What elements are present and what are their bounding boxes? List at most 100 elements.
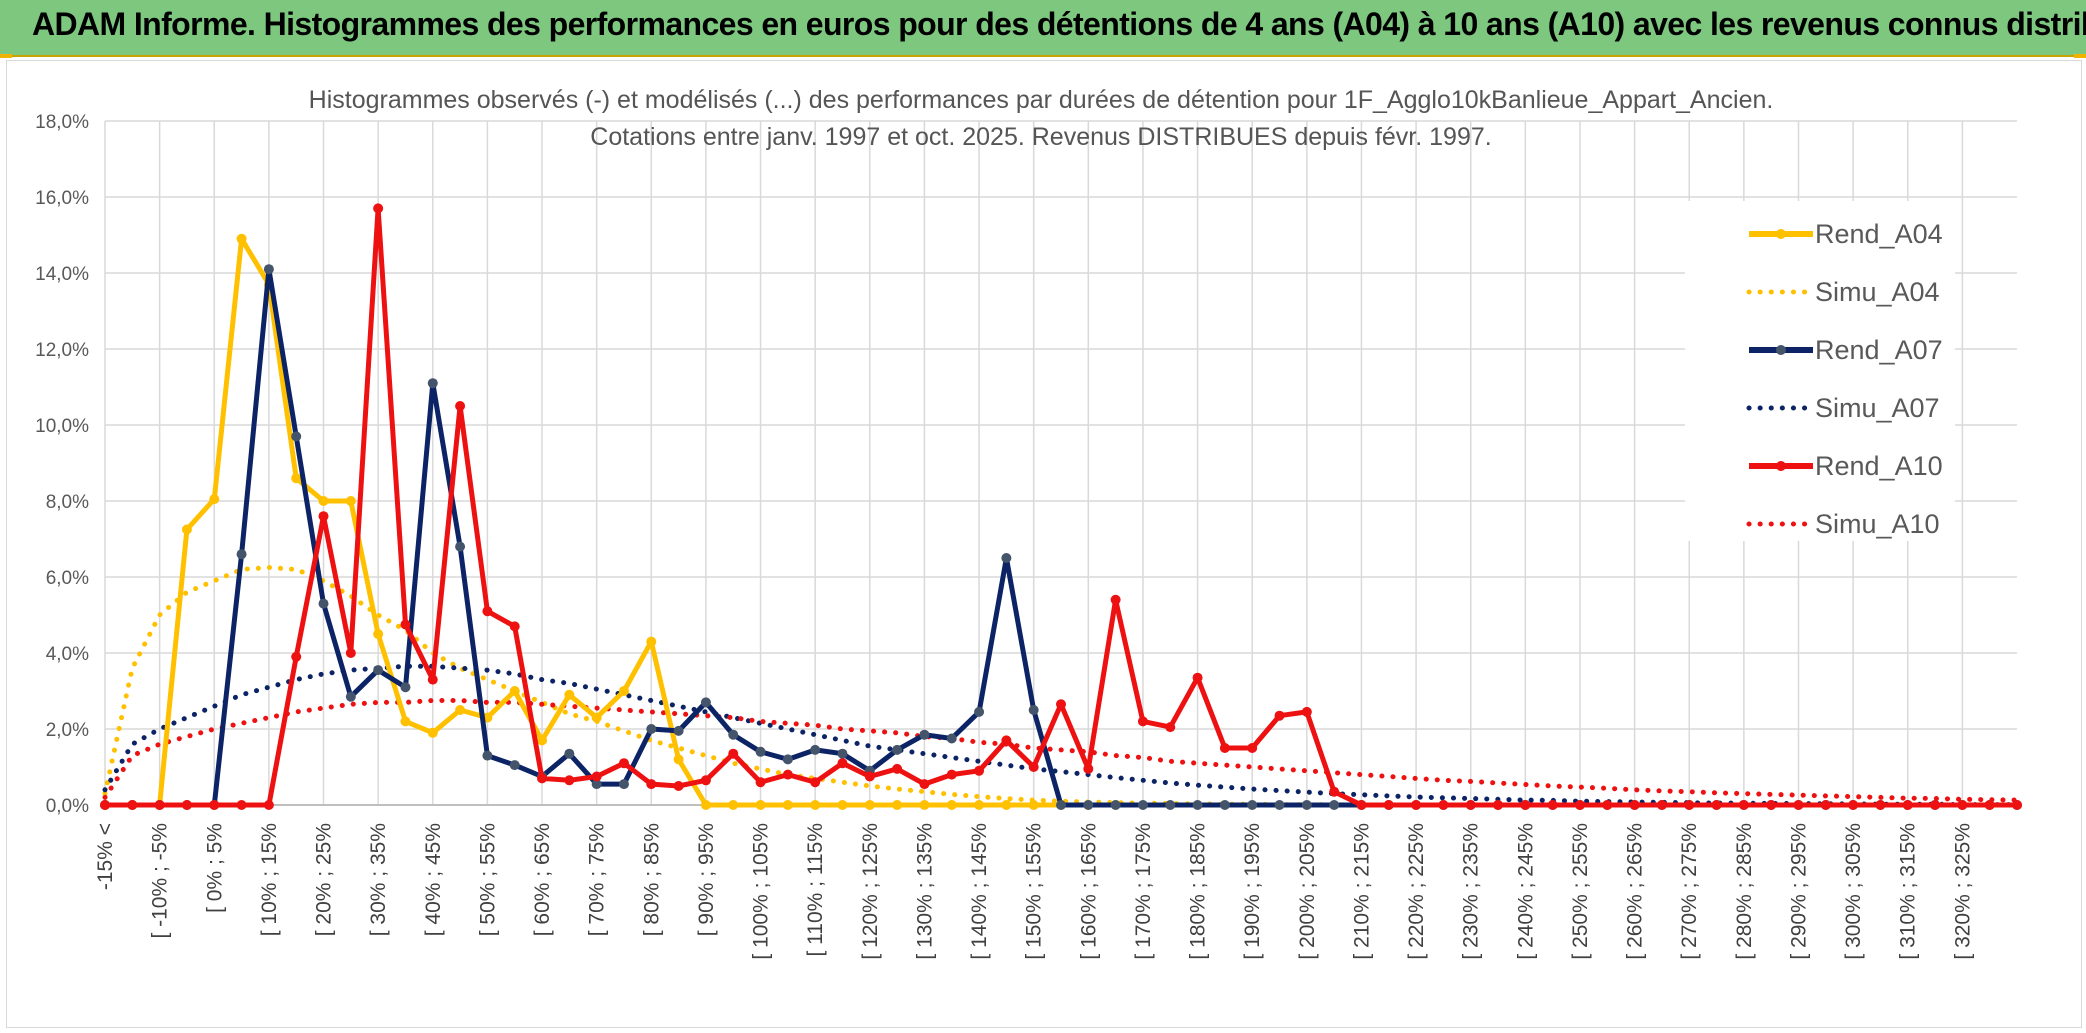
data-point [837,758,848,769]
data-point [1493,800,1504,810]
x-tick-label: [ -10% ; -5% [149,823,172,939]
data-point [455,705,466,715]
legend-label: Simu_A10 [1815,509,1940,539]
data-point [1656,800,1667,810]
data-point [345,648,356,658]
data-point [591,771,602,782]
data-point [974,765,985,776]
data-point [892,763,903,774]
data-point [919,779,930,790]
data-point [1984,800,1995,810]
x-tick-label: [ 30% ; 35% [367,823,390,936]
x-tick-label: [ 20% ; 25% [313,823,336,936]
data-point [509,686,520,696]
x-tick-label: [ 70% ; 75% [586,823,609,936]
data-point [755,777,766,788]
data-point [1247,800,1258,810]
x-tick-label: [ 110% ; 115% [804,823,827,956]
data-point [1056,800,1066,810]
chart-area: Histogrammes observés (-) et modélisés (… [6,60,2082,1028]
x-tick-label: [ 100% ; 105% [750,823,773,960]
data-point [1219,800,1230,810]
legend-label: Simu_A04 [1815,277,1940,307]
data-point [236,549,247,560]
x-tick-label: [ 160% ; 165% [1077,823,1100,960]
data-point [700,800,711,810]
data-point [1547,800,1558,810]
data-point [1902,800,1913,810]
data-point [291,651,302,662]
data-point [1001,800,1012,810]
legend-label: Rend_A07 [1815,335,1943,365]
data-point [1520,800,1531,810]
data-point [673,725,684,736]
data-point [209,800,220,810]
data-point [618,758,629,769]
chart-title: Histogrammes observés (-) et modélisés (… [309,86,1774,114]
gridlines [104,120,2017,806]
data-point [236,233,247,244]
data-point [1192,800,1203,810]
x-tick-label: [ 240% ; 245% [1514,823,1537,960]
data-point [1438,800,1449,810]
legend-marker [1776,461,1786,471]
data-point [1274,800,1285,810]
x-tick-label: [ 170% ; 175% [1132,823,1155,960]
data-point [455,541,466,552]
data-point [291,473,302,484]
data-point [810,800,821,810]
data-point [537,773,548,784]
data-point [946,800,957,810]
data-point [864,771,875,782]
data-point [782,754,793,765]
data-point [1957,800,1968,810]
legend-marker [1776,229,1786,239]
data-point [263,800,274,810]
data-point [345,691,356,702]
data-point [946,769,957,780]
data-point [154,800,165,810]
data-point [1738,800,1749,810]
data-point [1028,762,1039,772]
data-point [1383,800,1394,810]
x-tick-label: [ 180% ; 185% [1187,823,1210,960]
chart-subtitle: Cotations entre janv. 1997 et oct. 2025.… [590,123,1491,151]
data-point [919,800,930,810]
data-point [2012,800,2022,810]
legend-box [1685,201,1955,541]
corner-accent [0,54,12,58]
data-point [892,800,903,810]
title-banner: ADAM Informe. Histogrammes des performan… [0,0,2086,57]
data-point [427,674,438,685]
data-point [455,401,466,411]
data-point [209,494,220,505]
series-Simu_A10 [102,698,2020,803]
data-point [1056,699,1066,710]
data-point [646,636,657,647]
y-tick-label: 10,0% [35,416,89,437]
data-point [1110,594,1121,605]
data-point [427,727,438,738]
data-point [100,800,110,810]
x-tick-label: [ 290% ; 295% [1787,823,1810,960]
x-tick-label: [ 150% ; 155% [1023,823,1046,960]
legend-item-Rend_A04: Rend_A04 [1749,219,1943,249]
x-tick-label: [ 190% ; 195% [1241,823,1264,960]
data-point [1793,800,1804,810]
data-point [892,744,903,755]
data-point [1247,743,1258,753]
data-point [946,733,957,744]
data-point [1329,800,1340,810]
data-point [1875,800,1886,810]
data-point [318,511,329,522]
data-point [919,729,930,740]
data-point [728,800,739,810]
y-tick-label: 18,0% [35,112,89,133]
banner-title: ADAM Informe. Histogrammes des performan… [32,6,2086,42]
x-tick-label: [ 200% ; 205% [1296,823,1319,960]
corner-accent [2074,54,2086,58]
legend-item-Rend_A10: Rend_A10 [1749,451,1943,481]
data-point [236,800,247,810]
data-point [1766,800,1777,810]
series-lines [100,203,2022,810]
